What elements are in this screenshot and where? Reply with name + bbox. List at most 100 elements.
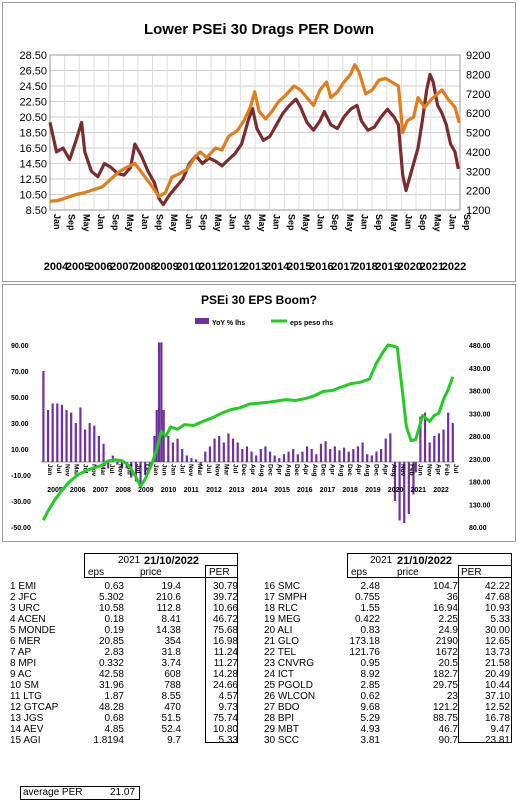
ticker-cell: 18 RLC [264,603,298,614]
price-cell: 52.4 [161,724,181,735]
table-row: 22 TEL 121.76 1672 13.73 [262,647,512,658]
yoy-bar [287,451,290,462]
eps-cell: 4.85 [104,724,124,735]
year-tick-label: 2019 [365,487,381,494]
month-tick-label: Nov [117,464,124,477]
per-cell: 46.72 [212,614,238,625]
price-cell: 90.7 [438,735,458,746]
yoy-bar [273,455,276,462]
right-tick-label: 430.00 [469,366,491,373]
eps-cell: 173.18 [349,636,380,647]
month-tick-label: May [169,214,179,232]
month-tick-label: Mar [223,464,230,476]
month-tick-label: Jul [178,464,185,474]
eps-cell: 10.58 [98,603,124,614]
table-row: 25 PGOLD 2.85 29.75 10.44 [262,680,512,691]
yoy-bar [437,433,441,462]
month-tick-label: Aug [364,464,371,477]
table-row: 11 LTG 1.87 8.55 4.57 [10,691,240,702]
month-tick-label: Apr [302,464,309,476]
eps-cell: 48.28 [98,702,124,713]
year-tick-label: 2006 [88,261,112,273]
right-tick-label: 480.00 [469,343,491,350]
right-table-date: 21/10/2022 [397,555,453,567]
left-tick-label: 50.00 [11,395,29,402]
price-cell: 24.9 [438,625,458,636]
eps-cell: 8.92 [360,669,380,680]
yoy-bar [296,454,299,462]
yoy-bar [428,442,431,462]
eps-boom-chart: PSEi 30 EPS Boom? YoY % lhs eps peso rhs 9… [2,284,516,542]
price-cell: 2190 [435,636,458,647]
eps-cell: 0.755 [354,592,380,603]
table-row: 18 RLC 1.55 16.94 10.93 [262,603,512,614]
left-tick-label: 10.00 [11,447,29,454]
per-cell: 39.72 [212,592,238,603]
per-cell: 75.74 [212,713,238,724]
yoy-bar [208,446,212,462]
yoy-bar [403,462,406,524]
left-tick-label: 30.00 [11,421,29,428]
left-col-eps: eps [88,567,105,578]
yoy-bar [305,446,309,462]
year-tick-label: 2010 [176,261,200,273]
table-row: 13 JGS 0.68 51.5 75.74 [10,713,240,724]
yoy-bar [342,447,346,462]
table-row: 20 ALI 0.83 24.9 30.00 [262,625,512,636]
ticker-cell: 25 PGOLD [264,680,313,691]
price-cell: 210.6 [155,592,181,603]
month-tick-label: Aug [258,464,265,477]
left-col-price: price [140,567,162,578]
year-tick-label: 2021 [420,261,444,273]
average-box [20,786,140,800]
yoy-bar [171,442,175,462]
right-tick-label: 3200 [466,166,490,178]
price-cell: 36 [446,592,458,603]
ticker-cell: 27 BDO [264,702,300,713]
yoy-bar [407,462,410,514]
yoy-bar [218,436,221,462]
yoy-bar [93,425,96,462]
ticker-cell: 6 MER [10,636,41,647]
price-cell: 608 [164,669,181,680]
ticker-cell: 1 EMI [10,581,37,592]
month-tick-label: Apr [328,464,335,476]
left-col-per: PER [209,567,230,578]
left-tick-label: 22.50 [19,97,47,109]
yoy-bar [375,451,378,462]
per-cell: 14.28 [212,669,238,680]
eps-cell: 5.302 [98,592,124,603]
month-tick-label: May [125,214,135,232]
right-tick-label: 1200 [466,205,490,217]
yoy-bar [42,371,45,462]
ticker-cell: 22 TEL [264,647,297,658]
eps-cell: 5.29 [360,713,380,724]
yoy-bar [157,342,161,462]
year-tick-label: 2017 [320,487,336,494]
yoy-bar [74,423,77,462]
price-cell: 8.55 [161,691,181,702]
chart2-title: PSEi 30 EPS Boom? [200,293,318,307]
year-tick-label: 2009 [138,487,154,494]
yoy-bar [366,454,369,462]
month-tick-label: Sep [155,214,165,231]
eps-cell: 0.95 [360,658,380,669]
right-tick-label: 280.00 [469,434,491,441]
price-cell: 9.7 [167,735,181,746]
per-cell: 11.24 [213,647,238,658]
per-cell: 5.33 [218,735,238,746]
yoy-bar [116,462,119,465]
chart1-plot: 28.50 26.50 24.50 22.50 20.50 18.50 16.50 14.50… [19,50,490,273]
ticker-cell: 15 AGI [10,735,41,746]
left-tick-label: 24.50 [19,81,47,93]
left-tick-label: 16.50 [19,143,47,155]
eps-cell: 1.55 [360,603,380,614]
year-tick-label: 2007 [110,261,134,273]
ticker-cell: 24 ICT [264,669,295,680]
per-cell: 24.66 [212,680,238,691]
yoy-bar [134,462,138,482]
right-tick-label: 130.00 [469,502,491,509]
year-tick-label: 2015 [274,487,290,494]
yoy-bar [139,462,142,488]
table-row: 28 BPI 5.29 88.75 16.78 [262,713,512,724]
